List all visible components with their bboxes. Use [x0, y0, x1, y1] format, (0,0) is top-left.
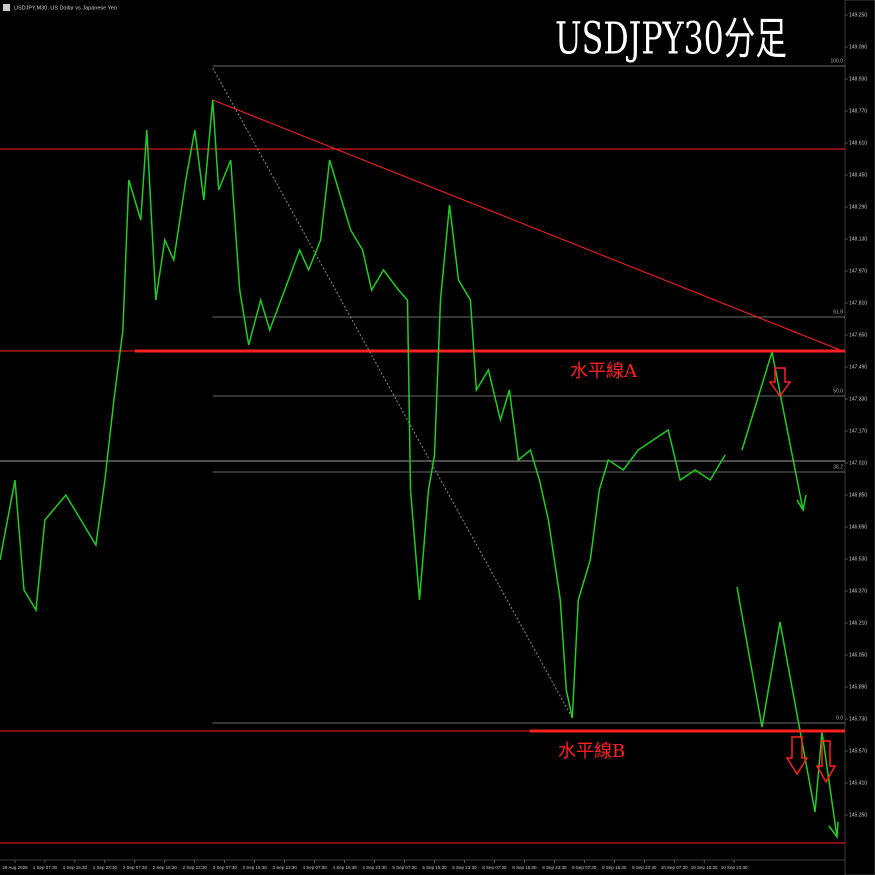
x-tick-label: 5 Sep 07:30: [392, 865, 417, 870]
symbol-header: USDJPY,M30: US Dollar vs Japanese Yen: [14, 5, 117, 11]
x-tick-label: 1 Sep 23:30: [93, 865, 118, 870]
y-tick-label: 149.090: [849, 44, 867, 50]
x-tick-label: 2 Sep 23:30: [183, 865, 208, 870]
price-line: [0, 99, 726, 719]
y-tick-label: 148.130: [849, 236, 867, 242]
level-label: 水平線B: [558, 741, 625, 762]
y-tick-label: 148.770: [849, 108, 867, 114]
y-tick-label: 146.370: [849, 588, 867, 594]
fib-label: 50.0: [833, 388, 843, 394]
x-tick-label: 4 Sep 23:30: [362, 865, 387, 870]
y-tick-label: 146.210: [849, 620, 867, 626]
y-tick-label: 147.650: [849, 332, 867, 338]
y-tick-label: 148.290: [849, 204, 867, 210]
fib-label: 61.8: [833, 309, 843, 315]
level-label: 水平線A: [570, 361, 638, 382]
y-tick-label: 147.490: [849, 364, 867, 370]
x-tick-label: 8 Sep 23:30: [542, 865, 567, 870]
x-tick-label: 1 Sep 07:30: [33, 865, 58, 870]
fib-label: 100.0: [830, 58, 843, 64]
x-tick-label: 9 Sep 15:30: [602, 865, 627, 870]
fib-label: 38.2: [833, 464, 843, 470]
x-tick-label: 10 Sep 07:30: [661, 865, 688, 870]
x-tick-label: 10 Sep 23:30: [721, 865, 748, 870]
y-tick-label: 147.330: [849, 396, 867, 402]
x-tick-label: 5 Sep 15:30: [422, 865, 447, 870]
y-tick-label: 149.250: [849, 12, 867, 18]
y-tick-label: 146.850: [849, 492, 867, 498]
x-tick-label: 1 Sep 15:30: [63, 865, 88, 870]
y-tick-label: 146.050: [849, 652, 867, 658]
x-tick-label: 9 Sep 23:30: [632, 865, 657, 870]
y-tick-label: 148.610: [849, 140, 867, 146]
y-tick-label: 145.410: [849, 780, 867, 786]
x-tick-label: 2 Sep 15:30: [153, 865, 178, 870]
y-tick-label: 145.250: [849, 812, 867, 818]
x-tick-label: 4 Sep 15:30: [332, 865, 357, 870]
x-tick-label: 10 Sep 15:30: [691, 865, 718, 870]
y-tick-label: 146.530: [849, 556, 867, 562]
title-box: [550, 8, 790, 70]
x-tick-label: 8 Sep 15:30: [512, 865, 537, 870]
fib-label: 0.0: [836, 715, 843, 721]
trend-line: [212, 67, 573, 719]
x-tick-label: 8 Sep 07:30: [482, 865, 507, 870]
y-tick-label: 147.810: [849, 300, 867, 306]
x-tick-label: 9 Sep 07:30: [572, 865, 597, 870]
x-tick-label: 29 Aug 2025: [2, 865, 28, 870]
x-tick-label: 2 Sep 07:30: [123, 865, 148, 870]
y-tick-label: 148.450: [849, 172, 867, 178]
down-arrows: [768, 367, 837, 784]
price-axis: [844, 0, 875, 875]
x-tick-label: 4 Sep 07:30: [302, 865, 327, 870]
y-tick-label: 147.970: [849, 268, 867, 274]
y-tick-label: 145.730: [849, 716, 867, 722]
y-tick-label: 147.170: [849, 428, 867, 434]
x-tick-label: 5 Sep 23:30: [452, 865, 477, 870]
y-tick-label: 145.570: [849, 748, 867, 754]
y-tick-label: 148.930: [849, 76, 867, 82]
x-tick-label: 3 Sep 15:30: [243, 865, 268, 870]
y-tick-label: 145.890: [849, 684, 867, 690]
x-tick-label: 3 Sep 07:30: [213, 865, 238, 870]
scenario-arrows: [736, 351, 839, 840]
window-icon: [3, 4, 10, 11]
y-tick-label: 146.690: [849, 524, 867, 530]
x-tick-label: 3 Sep 23:30: [273, 865, 298, 870]
chart-title: USDJPY30分足: [555, 14, 787, 65]
trend-line: [212, 99, 846, 353]
y-tick-label: 147.010: [849, 460, 867, 466]
